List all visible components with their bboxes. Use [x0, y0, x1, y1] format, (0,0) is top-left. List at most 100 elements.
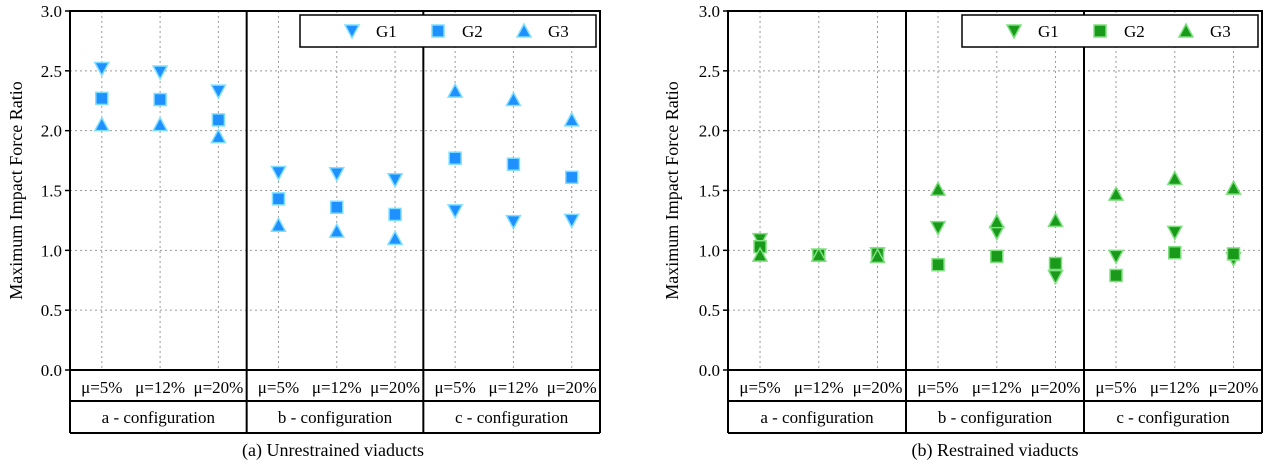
legend-label: G2: [1124, 22, 1145, 41]
y-axis-label: Maximum Impact Force Ratio: [662, 81, 682, 299]
legend-label: G1: [1038, 22, 1059, 41]
group-label: b - configuration: [278, 408, 393, 427]
y-tick-label: 3.0: [41, 2, 62, 21]
chart-caption: (b) Restrained viaducts: [912, 440, 1079, 461]
data-point-g3: [929, 180, 947, 197]
data-point-g1: [929, 220, 947, 237]
plot-frame: [727, 10, 1263, 371]
x-tick-label: μ=5%: [81, 378, 122, 397]
x-tick-label: μ=5%: [258, 378, 299, 397]
legend-marker-g3: [515, 22, 533, 38]
legend-label: G1: [376, 22, 397, 41]
data-point-g1: [328, 166, 346, 183]
data-point-g3: [751, 246, 769, 262]
data-point-g3: [270, 216, 287, 232]
y-tick-label: 1.5: [699, 182, 720, 201]
data-point-g2: [990, 249, 1004, 264]
x-tick-label: μ=12%: [488, 378, 538, 397]
legend-marker-g1: [343, 24, 361, 40]
x-tick-label: μ=20%: [1209, 378, 1259, 397]
data-point-g3: [93, 116, 111, 132]
data-point-g3: [988, 213, 1006, 229]
data-point-g2: [271, 192, 286, 206]
y-tick-label: 1.0: [699, 241, 720, 260]
y-tick-label: 0.0: [699, 361, 720, 380]
data-point-g3: [446, 82, 464, 98]
chart-panel-2: 0.0 0.5 1.0 1.5 2.0 2.5 3.0 μ=5% μ=12% μ=20% μ=5% μ…: [662, 2, 1263, 461]
y-tick-label: 2.0: [41, 122, 62, 141]
data-point-g3: [810, 246, 828, 262]
y-tick-label: 2.0: [699, 122, 720, 141]
y-tick-label: 0.0: [41, 361, 62, 380]
y-tick-label: 3.0: [699, 2, 720, 21]
y-tick-label: 2.5: [699, 62, 720, 81]
x-tick-label: μ=5%: [1095, 378, 1136, 397]
x-tick-label: μ=12%: [1150, 378, 1200, 397]
data-point-g3: [1166, 169, 1184, 186]
data-point-g3: [505, 90, 522, 107]
chart-caption: (a) Unrestrained viaducts: [242, 440, 424, 461]
legend-marker-g2: [431, 24, 445, 38]
legend-label: G2: [462, 22, 483, 41]
data-point-g1: [505, 214, 522, 231]
data-point-g3: [1107, 185, 1125, 201]
x-tick-label: μ=20%: [547, 378, 597, 397]
y-tick-label: 0.5: [41, 301, 62, 320]
data-point-g1: [563, 213, 580, 229]
data-point-g1: [93, 61, 111, 78]
y-tick-label: 1.5: [41, 182, 62, 201]
data-point-g2: [931, 257, 945, 272]
y-tick-label: 2.5: [41, 62, 62, 81]
x-tick-label: μ=5%: [739, 378, 780, 397]
data-point-g1: [210, 84, 227, 100]
data-point-g1: [1166, 225, 1184, 241]
group-label: a - configuration: [760, 408, 874, 427]
x-tick-label: μ=20%: [1031, 378, 1081, 397]
x-tick-label: μ=12%: [312, 378, 362, 397]
data-point-g1: [1047, 269, 1064, 286]
data-point-g3: [869, 247, 886, 264]
data-point-g1: [270, 165, 287, 182]
data-point-g2: [1048, 256, 1063, 271]
data-point-g2: [448, 151, 462, 165]
data-point-g2: [564, 170, 579, 185]
legend-marker-g1: [1005, 24, 1023, 40]
legend: G1 G2 G3: [299, 14, 597, 48]
data-point-g1: [151, 65, 169, 81]
y-axis-label: Maximum Impact Force Ratio: [6, 81, 26, 299]
data-point-g2: [211, 113, 226, 127]
data-point-g3: [210, 128, 227, 144]
data-point-g2: [1109, 268, 1123, 283]
group-label: c - configuration: [1116, 408, 1230, 427]
data-point-g3: [328, 222, 346, 238]
data-point-g2: [388, 207, 402, 222]
y-tick-label: 1.0: [41, 241, 62, 260]
group-label: c - configuration: [455, 408, 569, 427]
x-tick-label: μ=20%: [370, 378, 420, 397]
data-point-g3: [151, 116, 169, 132]
data-point-g2: [153, 92, 167, 107]
data-point-g3: [1225, 179, 1242, 195]
data-point-g3: [1047, 211, 1064, 228]
chart-panel-1: 0.0 0.5 1.0 1.5 2.0 2.5 3.0 μ=5% μ=12% μ=20% μ=5% μ…: [6, 2, 601, 461]
y-tick-label: 0.5: [699, 301, 720, 320]
x-tick-label: μ=20%: [193, 378, 243, 397]
x-tick-label: μ=12%: [972, 378, 1022, 397]
legend-label: G3: [548, 22, 569, 41]
group-label: a - configuration: [102, 408, 216, 427]
legend-marker-g3: [1177, 22, 1195, 38]
x-tick-label: μ=12%: [794, 378, 844, 397]
x-tick-label: μ=20%: [853, 378, 903, 397]
x-tick-label: μ=5%: [434, 378, 475, 397]
plot-frame: [69, 10, 601, 371]
x-tick-label: μ=12%: [135, 378, 185, 397]
legend-marker-g2: [1093, 24, 1107, 38]
data-point-g2: [506, 157, 521, 171]
data-point-g1: [446, 204, 464, 220]
data-point-g2: [330, 200, 344, 215]
group-label: b - configuration: [938, 408, 1053, 427]
data-point-g2: [1226, 247, 1241, 261]
data-point-g1: [386, 172, 404, 189]
legend: G1 G2 G3: [961, 14, 1259, 48]
